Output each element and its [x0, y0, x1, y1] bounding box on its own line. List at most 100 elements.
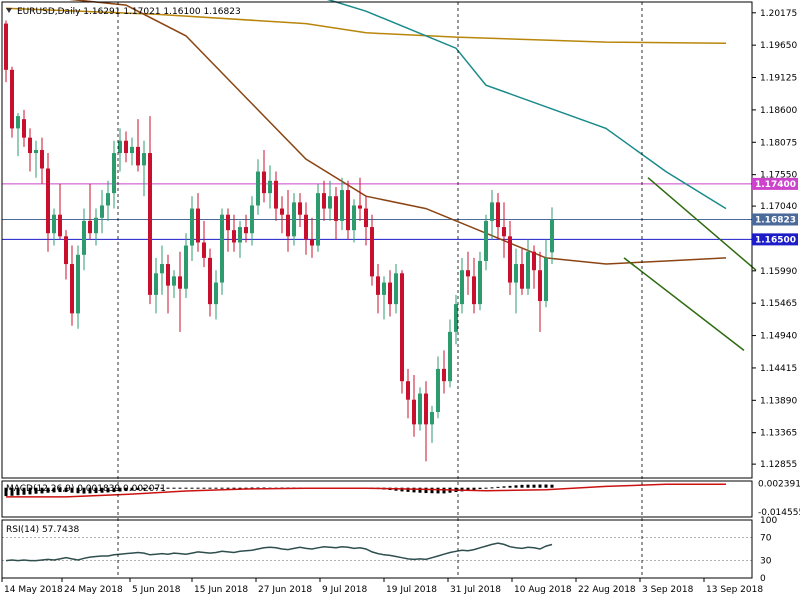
macd-histogram-bar: [496, 486, 500, 488]
bull-candle: [250, 205, 254, 234]
macd-histogram-bar: [40, 487, 44, 494]
date-tick-label: 27 Jun 2018: [258, 585, 312, 595]
bear-candle: [424, 393, 428, 425]
macd-histogram-bar: [112, 487, 116, 493]
macd-tick-label: 0.002391: [758, 480, 800, 490]
rsi-line: [5, 542, 553, 562]
macd-histogram-bar: [424, 487, 428, 494]
bull-candle: [484, 220, 488, 261]
macd-histogram-bar: [148, 487, 152, 490]
macd-histogram-bar: [10, 487, 14, 496]
rsi-tick-label: 30: [760, 557, 772, 567]
bear-candle: [10, 69, 14, 129]
labels: EURUSD,Daily 1.16291 1.17021 1.16100 1.1…: [6, 7, 241, 535]
macd-histogram-bar: [202, 487, 206, 489]
bull-candle: [430, 412, 434, 425]
price-tick-label: 1.18075: [760, 138, 797, 148]
macd-histogram-bar: [220, 487, 224, 489]
macd-histogram-bar: [58, 487, 62, 493]
level-price-label: 1.16500: [755, 235, 796, 245]
macd-histogram-bar: [190, 487, 194, 489]
trendline: [647, 177, 757, 271]
price-tick-label: 1.13890: [760, 396, 797, 406]
bear-candle: [46, 168, 50, 234]
bull-candle: [394, 273, 398, 305]
bull-candle: [94, 217, 98, 234]
macd-histogram-bar: [406, 487, 410, 492]
macd-histogram-bar: [244, 487, 248, 489]
ma-mid-line: [326, 0, 727, 210]
bear-candle: [346, 190, 350, 231]
macd-histogram-bar: [4, 487, 8, 497]
macd-histogram-bar: [490, 487, 494, 489]
bull-candle: [460, 270, 464, 305]
bull-candle: [526, 251, 530, 289]
bear-candle: [502, 227, 506, 237]
bear-candle: [124, 140, 128, 154]
bear-candle: [28, 137, 32, 154]
bear-candle: [322, 193, 326, 209]
macd-label: MACD(12,26,9) 0.001839 0.002071: [6, 484, 166, 494]
bear-candle: [400, 273, 404, 382]
level-price-label: 1.17400: [755, 180, 796, 190]
bear-candle: [226, 214, 230, 231]
bull-candle: [34, 149, 38, 154]
date-tick-label: 15 Jun 2018: [194, 585, 248, 595]
bull-candle: [112, 153, 116, 194]
price-tick-label: 1.17550: [760, 171, 797, 181]
macd-histogram-bar: [250, 487, 254, 489]
bear-candle: [280, 208, 284, 215]
bear-candle: [508, 236, 512, 283]
level-price-box: [752, 177, 798, 190]
bull-candle: [130, 146, 134, 154]
bull-candle: [448, 331, 452, 382]
macd-histogram-bar: [214, 487, 218, 489]
price-tick-label: 1.15990: [760, 267, 797, 277]
macd-histogram-bar: [502, 486, 506, 488]
bull-candle: [256, 171, 260, 206]
bull-candle: [340, 190, 344, 221]
macd-histogram-bar: [178, 487, 182, 489]
bear-candle: [196, 208, 200, 243]
ma-slow-line: [5, 7, 727, 45]
price-tick-label: 1.13365: [760, 429, 797, 439]
bull-candle: [160, 264, 164, 274]
bear-candle: [334, 196, 338, 221]
bear-candle: [304, 214, 308, 240]
macd-histogram-bar: [226, 487, 230, 489]
bull-candle: [292, 202, 296, 237]
bear-candle: [58, 214, 62, 237]
bull-candle: [220, 214, 224, 283]
macd-histogram-bar: [430, 487, 434, 494]
bear-candle: [70, 264, 74, 314]
bear-candle: [388, 282, 392, 305]
bull-candle: [550, 219, 554, 253]
macd-histogram-bar: [196, 487, 200, 489]
macd-histogram-bar: [52, 487, 56, 493]
macd-histogram-bar: [256, 487, 260, 489]
macd-histogram-bar: [184, 487, 188, 489]
macd-histogram-bar: [166, 487, 170, 489]
macd-histogram-bar: [64, 487, 68, 493]
date-tick-label: 9 Jul 2018: [322, 585, 367, 595]
macd-histogram-bar: [472, 487, 476, 490]
bear-candle: [166, 264, 170, 286]
date-tick-label: 24 May 2018: [64, 585, 123, 595]
bull-candle: [52, 214, 56, 234]
trendline: [623, 257, 745, 351]
macd-histogram-bar: [550, 484, 554, 488]
rsi-tick-label: 100: [760, 516, 777, 526]
bull-candle: [118, 140, 122, 154]
bull-candle: [352, 205, 356, 231]
macd-histogram-bar: [508, 485, 512, 488]
macd-histogram-bar: [520, 484, 524, 488]
bull-candle: [544, 257, 548, 302]
bear-candle: [148, 153, 152, 295]
rsi-panel: [2, 537, 752, 562]
bear-candle: [358, 205, 362, 209]
chevron-down-icon[interactable]: [6, 8, 12, 13]
bear-candle: [310, 239, 314, 246]
bear-candle: [232, 230, 236, 243]
bear-candle: [298, 202, 302, 215]
